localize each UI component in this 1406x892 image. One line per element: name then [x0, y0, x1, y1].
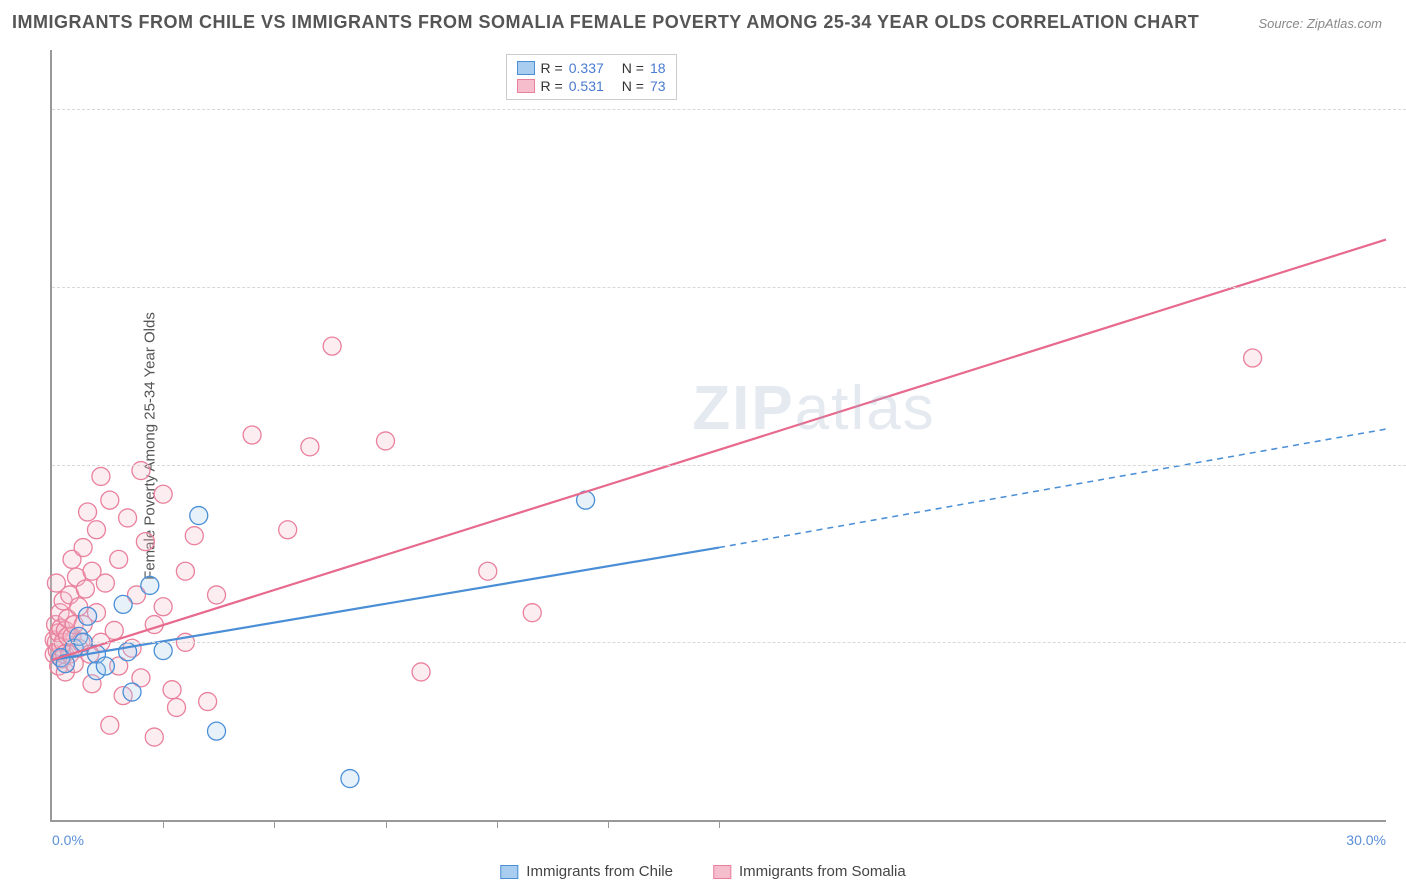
chart-container: { "title": "IMMIGRANTS FROM CHILE VS IMM… [0, 0, 1406, 892]
data-point [190, 507, 208, 525]
data-point [199, 693, 217, 711]
x-tick [608, 820, 609, 828]
data-point [323, 337, 341, 355]
data-point [79, 503, 97, 521]
chart-title: IMMIGRANTS FROM CHILE VS IMMIGRANTS FROM… [12, 12, 1199, 33]
data-point [154, 485, 172, 503]
legend-series: Immigrants from Chile Immigrants from So… [500, 863, 905, 880]
trend-line-extrapolated [719, 429, 1386, 547]
swatch-somalia-icon [713, 865, 731, 879]
data-point [96, 657, 114, 675]
data-point [176, 562, 194, 580]
legend-label-chile: Immigrants from Chile [526, 863, 673, 880]
r-value-chile: 0.337 [569, 60, 604, 76]
x-tick [386, 820, 387, 828]
data-point [101, 491, 119, 509]
x-tick [497, 820, 498, 828]
grid-line [52, 287, 1406, 288]
data-point [141, 576, 159, 594]
data-point [154, 642, 172, 660]
data-point [101, 716, 119, 734]
data-point [92, 467, 110, 485]
trend-line [52, 240, 1386, 661]
data-point [79, 607, 97, 625]
data-point [185, 527, 203, 545]
source-attribution: Source: ZipAtlas.com [1258, 16, 1382, 31]
data-point [523, 604, 541, 622]
data-point [123, 683, 141, 701]
data-point [154, 598, 172, 616]
plot-svg [52, 50, 1386, 820]
legend-stats: R = 0.337 N = 18 R = 0.531 N = 73 [506, 54, 677, 100]
legend-label-somalia: Immigrants from Somalia [739, 863, 906, 880]
data-point [145, 728, 163, 746]
data-point [136, 533, 154, 551]
data-point [208, 722, 226, 740]
data-point [479, 562, 497, 580]
data-point [301, 438, 319, 456]
data-point [412, 663, 430, 681]
data-point [279, 521, 297, 539]
n-value-chile: 18 [650, 60, 666, 76]
x-tick [163, 820, 164, 828]
r-value-somalia: 0.531 [569, 78, 604, 94]
data-point [105, 621, 123, 639]
data-point [74, 539, 92, 557]
data-point [119, 509, 137, 527]
legend-item-somalia: Immigrants from Somalia [713, 863, 906, 880]
data-point [110, 550, 128, 568]
data-point [243, 426, 261, 444]
x-tick-label: 30.0% [1346, 832, 1386, 848]
x-tick-label: 0.0% [52, 832, 84, 848]
n-value-somalia: 73 [650, 78, 666, 94]
grid-line [52, 465, 1406, 466]
data-point [114, 595, 132, 613]
data-point [377, 432, 395, 450]
plot-area: R = 0.337 N = 18 R = 0.531 N = 73 ZIPatl… [50, 50, 1386, 822]
swatch-somalia-icon [517, 79, 535, 93]
data-point [168, 698, 186, 716]
legend-item-chile: Immigrants from Chile [500, 863, 673, 880]
data-point [163, 681, 181, 699]
data-point [341, 770, 359, 788]
data-point [76, 580, 94, 598]
swatch-chile-icon [517, 61, 535, 75]
grid-line [52, 109, 1406, 110]
grid-line [52, 642, 1406, 643]
x-tick [274, 820, 275, 828]
legend-stats-row-chile: R = 0.337 N = 18 [517, 59, 666, 77]
x-tick [719, 820, 720, 828]
swatch-chile-icon [500, 865, 518, 879]
data-point [96, 574, 114, 592]
data-point [1244, 349, 1262, 367]
data-point [208, 586, 226, 604]
legend-stats-row-somalia: R = 0.531 N = 73 [517, 77, 666, 95]
data-point [87, 521, 105, 539]
